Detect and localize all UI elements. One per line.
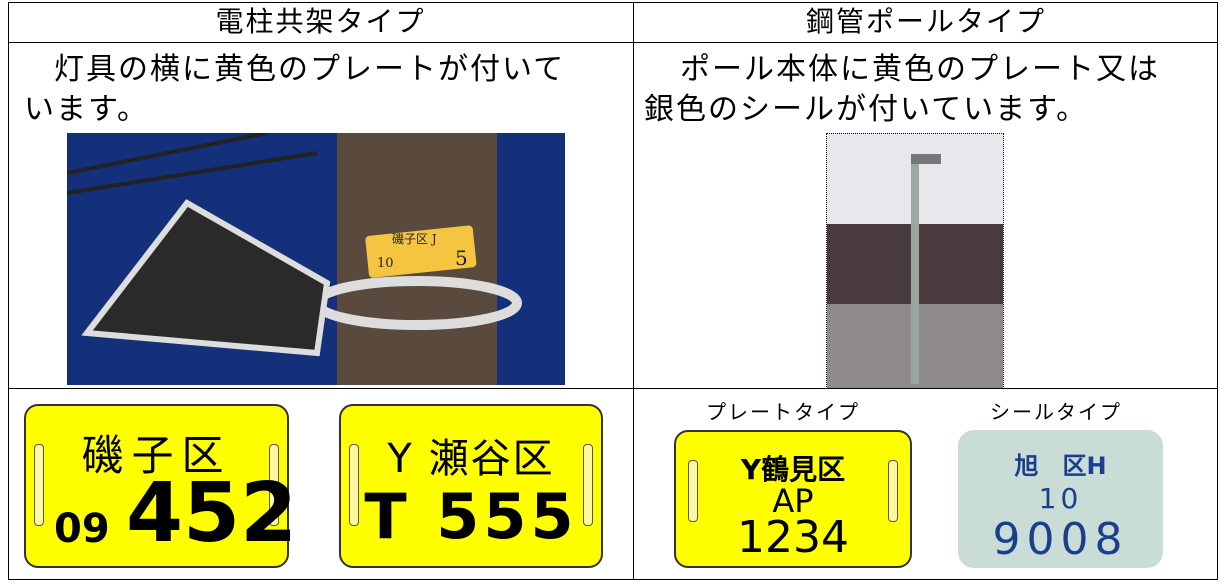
plate-text: T 555 (364, 480, 578, 553)
seal-text: 10 (1038, 482, 1083, 515)
header-cell: 鋼管ポールタイプ (805, 5, 1046, 38)
plate-text: 磯子区 (81, 431, 232, 480)
seal-text: 旭 区H (1014, 452, 1107, 480)
caption: シールタイプ (990, 400, 1122, 424)
description-line: ポール本体に黄色のプレート又は (680, 52, 1160, 87)
seal: 旭 区H 10 9008 (958, 430, 1163, 568)
header-cell: 電柱共架タイプ (215, 5, 426, 38)
plate: Y鶴見区 AP 1234 (674, 430, 912, 568)
column-divider (633, 2, 634, 580)
row-divider (8, 388, 1218, 389)
plate-text: AP (772, 482, 814, 520)
plate: 磯子区 09 452 (24, 404, 297, 568)
plate-text: 452 (126, 466, 298, 561)
caption: プレートタイプ (706, 400, 860, 424)
photo-plate-text: 磯子区 J (392, 232, 437, 246)
description-line: 灯具の横に黄色のプレートが付いて (54, 52, 566, 87)
plate-text: Y鶴見区 (740, 453, 846, 486)
photo-plate-text: 5 (455, 246, 468, 270)
table-border (8, 2, 1218, 580)
description-line: 銀色のシールが付いています。 (644, 92, 1089, 127)
description-line: います。 (24, 92, 149, 127)
steel-pole-photo (826, 133, 1004, 389)
plate-text: Y 瀬谷区 (387, 436, 555, 482)
pole-photo: 磯子区 J 10 5 (67, 133, 565, 385)
plate: Y 瀬谷区 T 555 (339, 404, 603, 568)
seal-text: 9008 (992, 514, 1129, 565)
plate-text: 09 (54, 506, 110, 552)
plate-text: 1234 (737, 512, 849, 563)
photo-plate-text: 10 (377, 256, 394, 271)
row-divider (8, 42, 1218, 43)
